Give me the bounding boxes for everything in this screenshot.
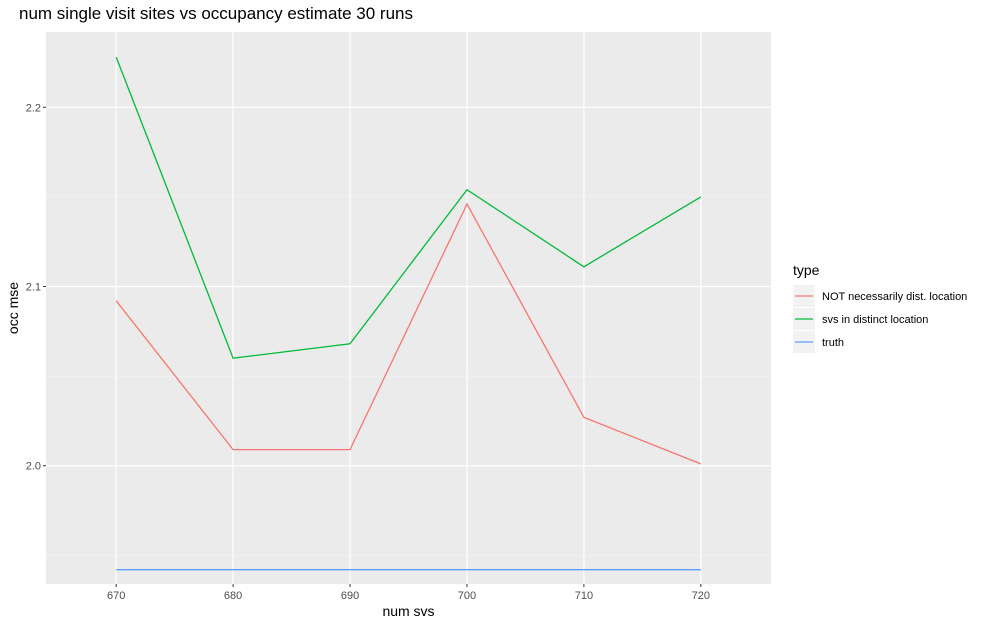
x-tick-label: 680: [224, 590, 242, 602]
y-tick-label: 2.2: [26, 102, 41, 114]
series-line-1: [115, 202, 702, 465]
x-tick-label: 690: [341, 590, 359, 602]
y-tick-label: 2.0: [26, 461, 41, 473]
legend: type NOT necessarily dist. location svs i…: [793, 262, 967, 353]
y-axis-title: occ mse: [5, 282, 21, 334]
plot-panel: [46, 32, 771, 584]
axis-ticks: 2.0 2.1 2.2 670 680 690 700 710 720: [26, 102, 710, 602]
grid-major: [46, 32, 771, 584]
x-tick-label: 670: [107, 590, 125, 602]
series-lines: [115, 56, 702, 571]
legend-label: truth: [822, 337, 844, 349]
chart-title: num single visit sites vs occupancy esti…: [19, 4, 414, 23]
legend-label: NOT necessarily dist. location: [822, 291, 967, 303]
legend-label: svs in distinct location: [822, 314, 928, 326]
grid-minor: [46, 196, 771, 556]
y-tick-label: 2.1: [26, 281, 41, 293]
x-tick-label: 700: [458, 590, 476, 602]
x-axis-title: num svs: [382, 603, 434, 619]
legend-title: type: [793, 262, 820, 278]
series-line-2: [115, 56, 702, 359]
x-tick-label: 710: [575, 590, 593, 602]
x-tick-label: 720: [692, 590, 710, 602]
